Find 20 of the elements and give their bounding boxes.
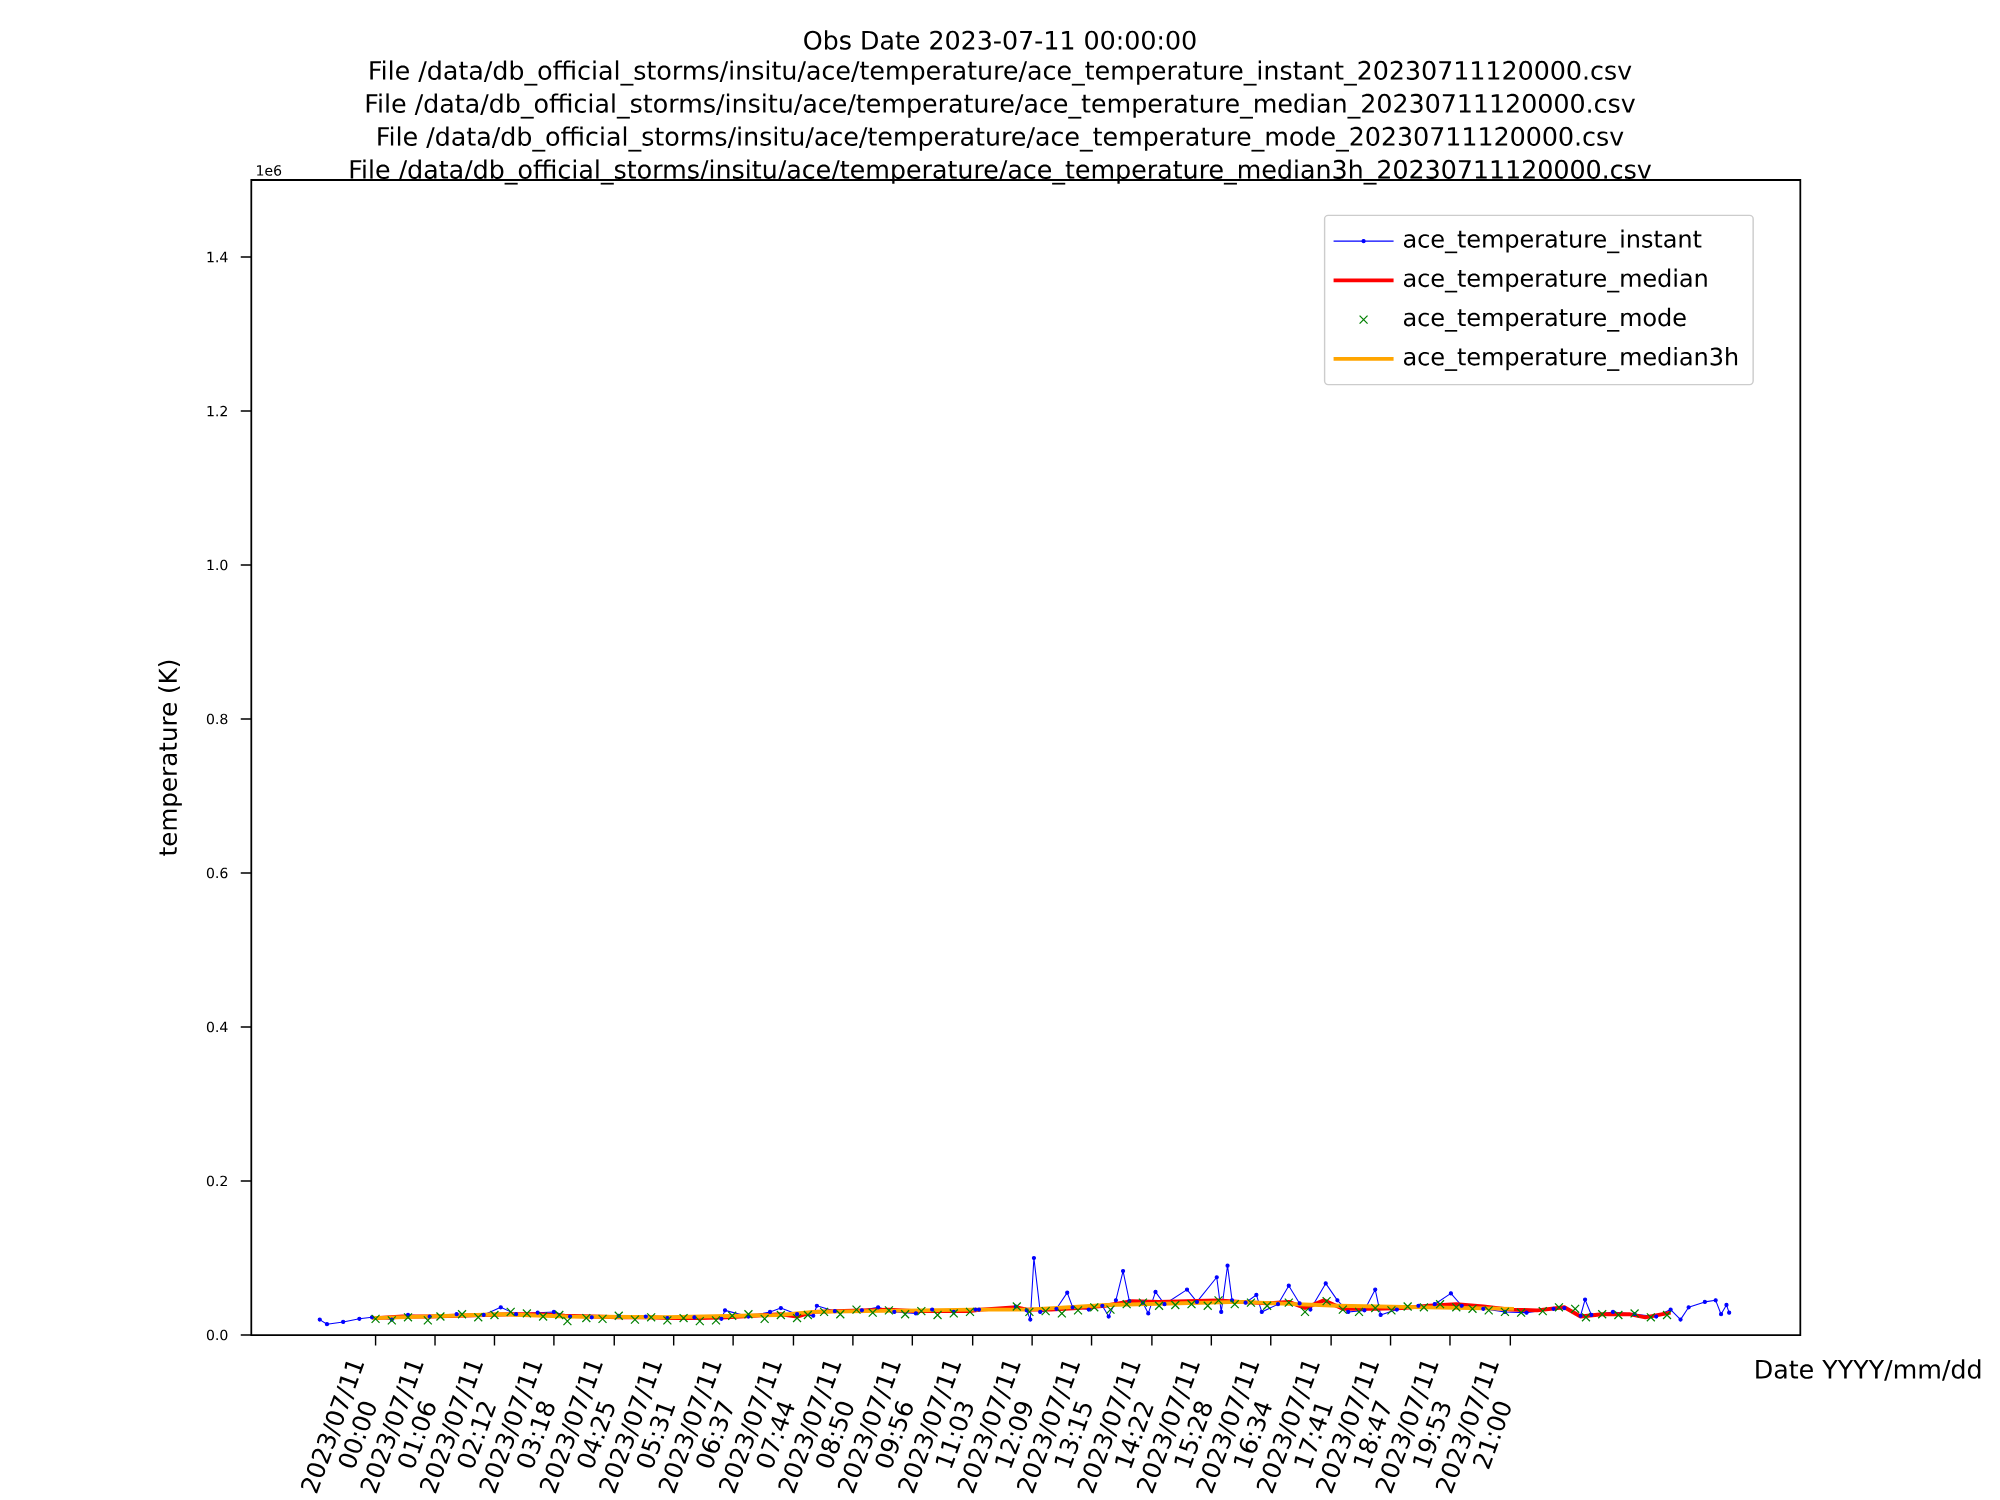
legend-label: ace_temperature_median	[1403, 268, 1707, 293]
chart-title: Obs Date 2023-07-11 00:00:00	[804, 30, 1196, 50]
x-axis-title: Date YYYY/mm/dd	[1756, 1359, 1981, 1381]
text: File /data/db_official_storms/insitu/ace/temperature/ace_temperature_median_20230711120000.csv	[366, 93, 1635, 119]
text: 1e6	[257, 165, 282, 176]
text: File /data/db_official_storms/insitu/ace/temperature/ace_temperature_mode_20230711120000.csv	[378, 126, 1624, 152]
y-tick-label: 0.0	[206, 1329, 228, 1341]
y-tick-label: 1.2	[207, 405, 227, 417]
y-axis-title: temperature (K)	[158, 660, 182, 856]
y-tick-label: 1.0	[207, 559, 228, 571]
legend-label: ace_temperature_instant	[1403, 229, 1702, 254]
y-tick-label: 1.4	[207, 251, 228, 263]
text: File /data/db_official_storms/insitu/ace/temperature/ace_temperature_instant_20230711120000.csv	[370, 60, 1632, 86]
y-tick-label: 0.8	[206, 713, 228, 725]
legend-label: ace_temperature_median3h	[1403, 347, 1738, 371]
annotation: File /data/db_official_storms/insitu/ace/temperature/ace_temperature_median3h_20230711120000.csv	[350, 159, 1652, 185]
legend-label: ace_temperature_mode	[1403, 307, 1686, 332]
y-tick-label: 0.6	[206, 867, 228, 879]
y-tick-label: 0.4	[206, 1021, 228, 1033]
y-tick-label: 0.2	[206, 1175, 227, 1187]
